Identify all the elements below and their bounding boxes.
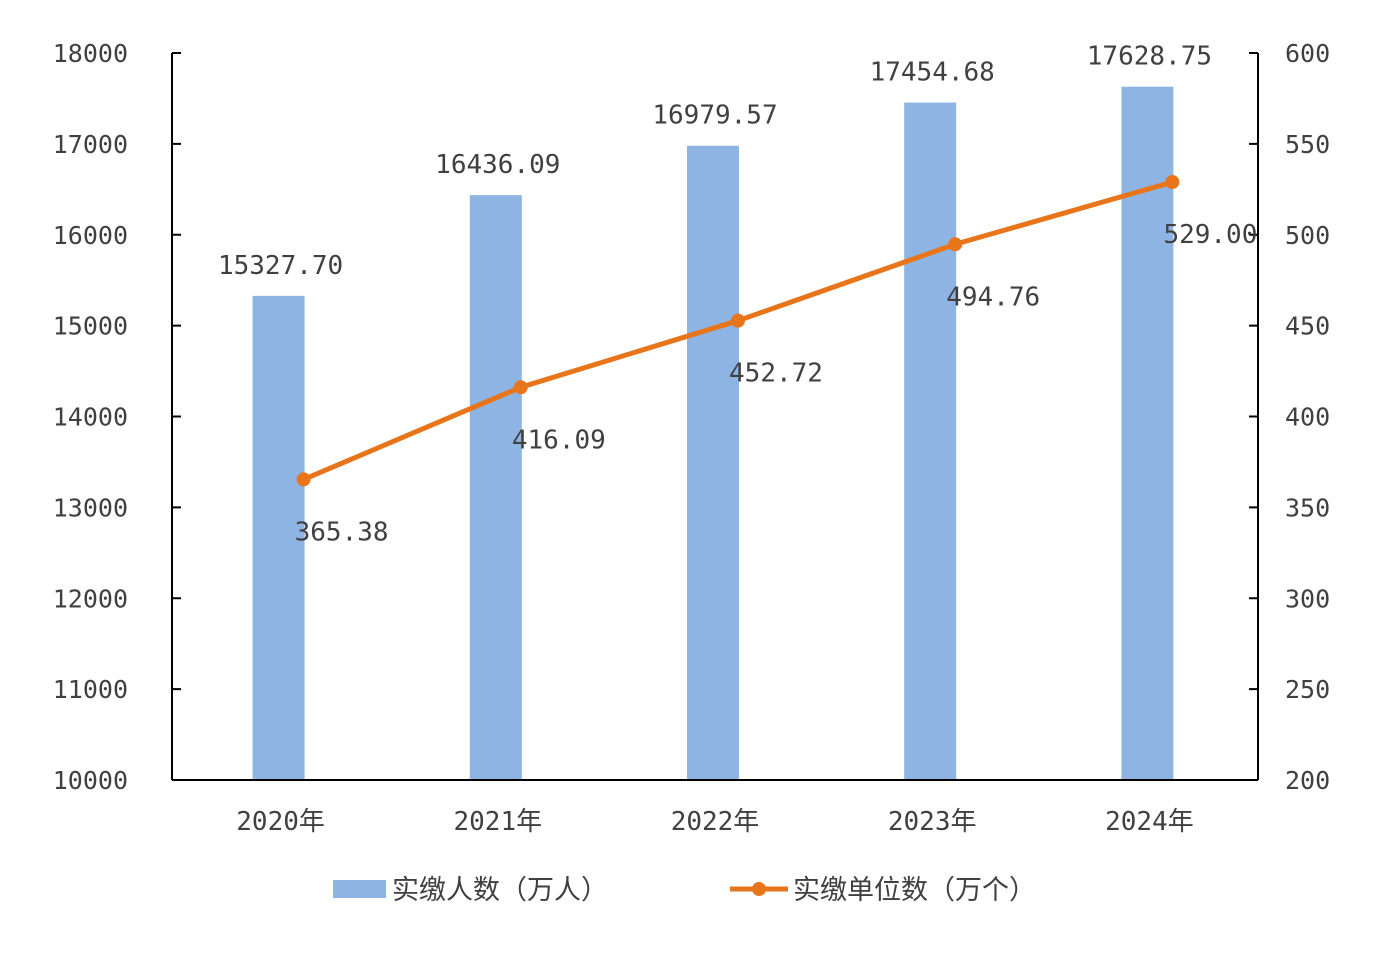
left-tick-label: 16000 (53, 221, 128, 250)
line-data-label: 365.38 (295, 517, 389, 547)
line-data-label: 416.09 (512, 425, 606, 455)
line-data-label: 494.76 (946, 282, 1040, 312)
x-tick-label: 2022年 (671, 807, 760, 837)
left-tick-label: 17000 (53, 130, 128, 159)
right-tick-label: 400 (1285, 403, 1330, 432)
x-tick-label: 2024年 (1105, 807, 1194, 837)
right-tick-label: 350 (1285, 493, 1330, 522)
right-tick-label: 450 (1285, 312, 1330, 341)
left-tick-label: 15000 (53, 312, 128, 341)
left-tick-label: 18000 (53, 39, 128, 68)
line-point (731, 313, 745, 328)
legend-line-marker (752, 882, 766, 896)
right-tick-label: 300 (1285, 584, 1330, 613)
bar-data-label: 17628.75 (1087, 42, 1212, 72)
bar (252, 295, 305, 780)
bar-data-label: 17454.68 (870, 58, 995, 88)
line-point (513, 380, 528, 395)
bar-data-label: 16979.57 (652, 101, 777, 131)
left-tick-label: 13000 (53, 493, 128, 522)
x-tick-label: 2023年 (888, 807, 977, 837)
bar (469, 195, 522, 781)
line-point (1165, 175, 1180, 190)
legend-bar-swatch (333, 880, 386, 898)
line-point (948, 237, 963, 252)
left-tick-label: 14000 (53, 403, 128, 432)
bar-data-label: 15327.70 (218, 251, 343, 281)
left-tick-label: 11000 (53, 675, 128, 704)
bar (904, 102, 957, 780)
line-data-label: 529.00 (1163, 220, 1257, 250)
x-tick-label: 2020年 (236, 807, 325, 837)
legend-bar-label: 实缴人数（万人） (392, 875, 608, 906)
bar (1121, 86, 1174, 780)
legend-line-label: 实缴单位数（万个） (793, 875, 1036, 906)
right-tick-label: 250 (1285, 675, 1330, 704)
line-data-label: 452.72 (729, 359, 823, 389)
line-point (296, 472, 311, 487)
left-tick-label: 10000 (53, 766, 128, 795)
right-tick-label: 600 (1285, 39, 1330, 68)
right-tick-label: 500 (1285, 221, 1330, 250)
bar (687, 145, 739, 781)
left-tick-label: 12000 (53, 584, 128, 613)
x-tick-label: 2021年 (453, 807, 542, 837)
right-tick-label: 200 (1285, 766, 1330, 795)
right-tick-label: 550 (1285, 130, 1330, 159)
bar-data-label: 16436.09 (435, 150, 560, 180)
